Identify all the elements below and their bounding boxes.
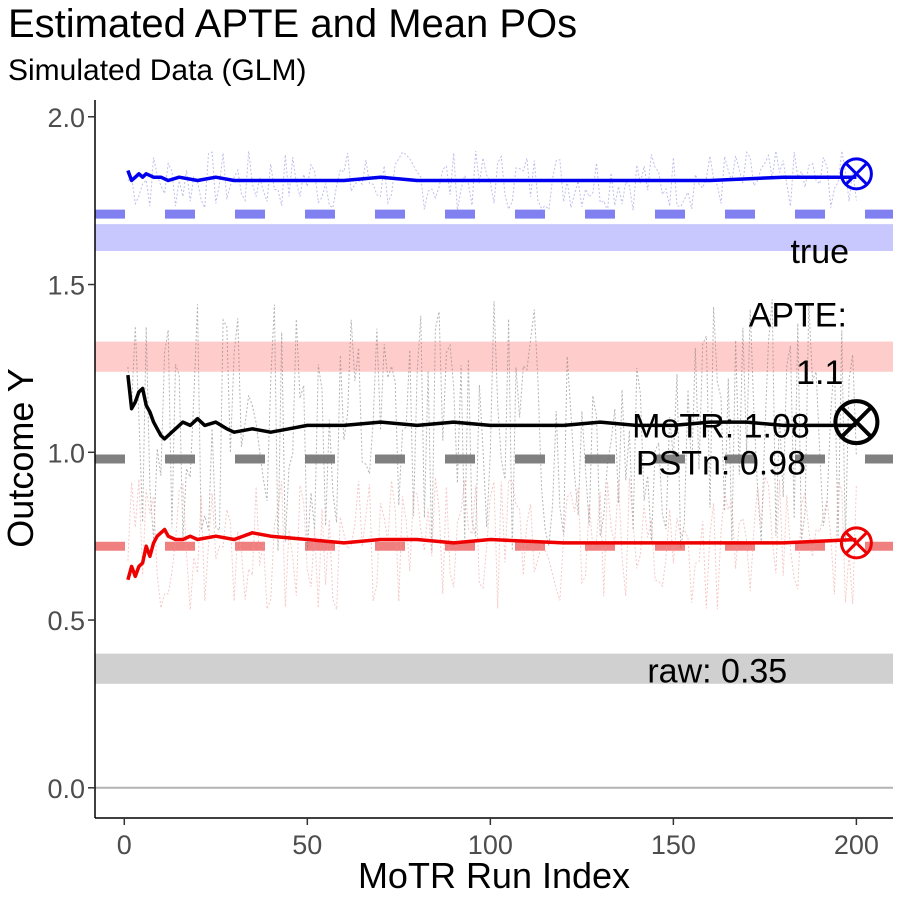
apte-final-marker-circle <box>833 399 880 446</box>
control-final-marker-circle <box>839 526 873 560</box>
treated-final-marker <box>839 157 873 191</box>
control-noise-trace <box>127 476 857 610</box>
series-line-1 <box>126 374 857 441</box>
axes-layer: 0 50 100 150 200 0.0 0.5 1.0 1.5 2.0 <box>47 100 893 860</box>
x-tick-label: 50 <box>292 830 322 860</box>
apte-label: APTE: <box>749 297 847 335</box>
y-tick-label: 0.0 <box>47 774 85 804</box>
control-final-marker <box>839 526 873 560</box>
series-line-0 <box>126 169 857 183</box>
x-tick-label: 0 <box>117 830 132 860</box>
control-final-marker-cross-b <box>844 531 869 555</box>
y-tick-label: 2.0 <box>47 103 85 133</box>
chart-subtitle: Simulated Data (GLM) <box>8 54 307 87</box>
motr-label: MoTR: 1.08 <box>632 407 810 445</box>
x-tick-label: 100 <box>468 830 513 860</box>
y-tick-label: 1.0 <box>47 438 85 468</box>
apte-noise-trace <box>127 299 857 552</box>
x-axis-label: MoTR Run Index <box>358 855 630 896</box>
bands-layer <box>95 224 893 789</box>
treated-band <box>95 224 893 251</box>
apte-final-marker <box>833 399 880 446</box>
series-line-2 <box>126 527 857 581</box>
treated-final-marker-circle <box>839 157 873 191</box>
noise-traces-layer <box>127 150 857 610</box>
true-label: true <box>790 233 849 271</box>
treated-noise-trace <box>127 150 857 211</box>
x-tick-label: 150 <box>651 830 696 860</box>
x-tick-label: 200 <box>834 830 879 860</box>
raw-band <box>95 653 893 684</box>
pstn-label: PSTn: 0.98 <box>636 444 806 482</box>
apte-final-marker-cross-b <box>840 405 873 439</box>
markers-layer <box>833 157 880 560</box>
series-layer <box>126 169 857 581</box>
y-tick-label: 0.5 <box>47 606 85 636</box>
y-axis-label: Outcome Y <box>0 368 41 547</box>
treated-final-marker-cross-b <box>844 162 869 186</box>
y-tick-label: 1.5 <box>47 271 85 301</box>
raw-label: raw: 0.35 <box>647 652 787 690</box>
true-value-label: 1.1 <box>796 354 843 392</box>
chart-title: Estimated APTE and Mean POs <box>8 2 578 46</box>
